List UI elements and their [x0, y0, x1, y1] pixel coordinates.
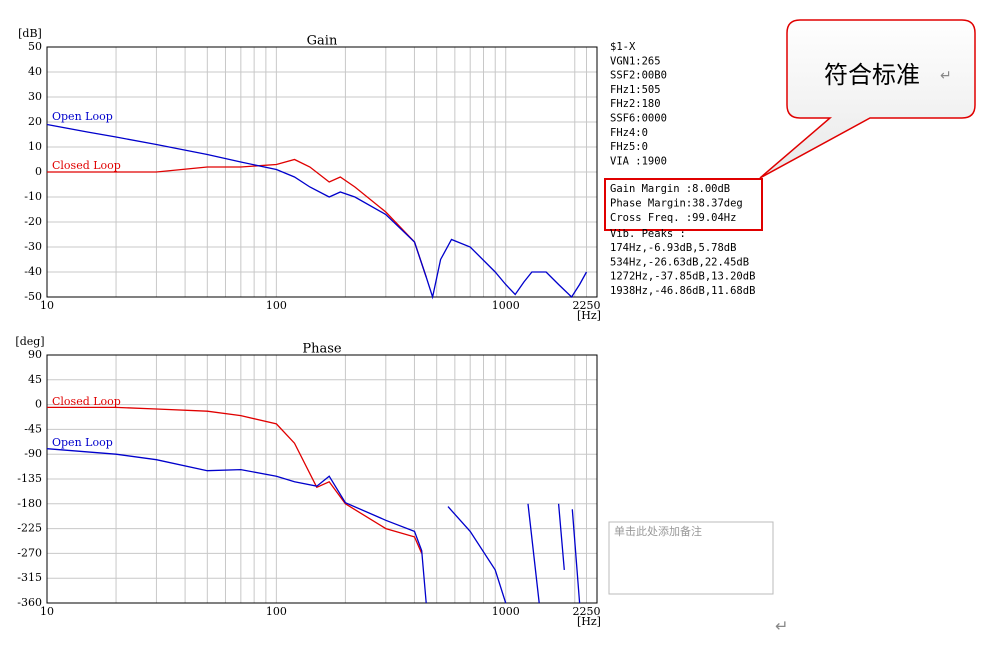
- y-tick-label: -30: [24, 240, 42, 253]
- parameter: FHz1:505: [610, 84, 661, 96]
- y-tick-label: -315: [17, 571, 42, 584]
- callout-text: 符合标准: [824, 61, 920, 89]
- x-tick-label: 100: [266, 299, 287, 312]
- y-tick-label: -360: [17, 596, 42, 609]
- x-tick-label: 1000: [492, 605, 520, 618]
- y-axis-label: [dB]: [18, 27, 42, 40]
- legend-label: Open Loop: [52, 110, 113, 123]
- parameter: FHz5:0: [610, 141, 648, 153]
- x-tick-label: 100: [266, 605, 287, 618]
- y-axis-label: [deg]: [15, 335, 44, 348]
- chart-title: Gain: [307, 34, 338, 49]
- margin-value: Phase Margin:38.37deg: [610, 198, 743, 210]
- legend-label: Closed Loop: [52, 395, 121, 408]
- plot-frame: [46, 354, 598, 604]
- y-tick-label: 0: [35, 165, 42, 178]
- y-tick-label: -45: [24, 422, 42, 435]
- y-tick-label: 0: [35, 398, 42, 411]
- chart-title: Phase: [302, 342, 342, 357]
- x-tick-label: 2250: [573, 605, 601, 618]
- margin-highlight: [604, 178, 763, 231]
- line-series: [47, 158, 427, 278]
- y-tick-label: -40: [24, 265, 42, 278]
- y-tick-label: -225: [17, 522, 42, 535]
- parameter: VGN1:265: [610, 55, 661, 67]
- legend-label: Open Loop: [52, 436, 113, 449]
- margin-value: Gain Margin :8.00dB: [610, 183, 730, 195]
- y-tick-label: 20: [28, 115, 42, 128]
- y-tick-label: -135: [17, 472, 42, 485]
- peaks-title: Vib. Peaks :: [610, 228, 686, 240]
- margin-value: Cross Freq. :99.04Hz: [610, 212, 736, 224]
- legend-label: Closed Loop: [52, 159, 121, 172]
- x-tick-label: 10: [40, 299, 54, 312]
- y-tick-label: -20: [24, 215, 42, 228]
- y-tick-label: -50: [24, 290, 42, 303]
- y-tick-label: 40: [28, 65, 42, 78]
- x-axis-label: [Hz]: [577, 615, 601, 628]
- line-series: [46, 123, 588, 300]
- parameter: SSF6:0000: [610, 113, 667, 125]
- y-tick-label: 10: [28, 140, 42, 153]
- peak: 174Hz,-6.93dB,5.78dB: [610, 242, 736, 254]
- parameter: VIA :1900: [610, 155, 667, 167]
- paragraph-mark: ↵: [940, 68, 952, 84]
- x-axis-label: [Hz]: [577, 309, 601, 322]
- parameter: $1-X: [610, 41, 636, 53]
- callout: [759, 19, 976, 179]
- y-tick-label: -180: [17, 497, 42, 510]
- peak: 1272Hz,-37.85dB,13.20dB: [610, 271, 755, 283]
- note-placeholder[interactable]: 单击此处添加备注: [614, 524, 702, 538]
- peak: 534Hz,-26.63dB,22.45dB: [610, 256, 749, 268]
- x-tick-label: 2250: [573, 299, 601, 312]
- y-tick-label: 45: [28, 373, 42, 386]
- x-tick-label: 10: [40, 605, 54, 618]
- peak: 1938Hz,-46.86dB,11.68dB: [610, 285, 755, 297]
- y-tick-label: -10: [24, 190, 42, 203]
- note-box[interactable]: [608, 521, 774, 595]
- parameter: FHz4:0: [610, 127, 648, 139]
- y-tick-label: -270: [17, 546, 42, 559]
- x-tick-label: 1000: [492, 299, 520, 312]
- parameter: SSF2:00B0: [610, 70, 667, 82]
- line-series: [47, 406, 423, 554]
- paragraph-mark: ↵: [775, 617, 788, 636]
- y-tick-label: -90: [24, 447, 42, 460]
- parameter: FHz2:180: [610, 98, 661, 110]
- y-tick-label: 90: [28, 348, 42, 361]
- y-tick-label: 30: [28, 90, 42, 103]
- y-tick-label: 50: [28, 40, 42, 53]
